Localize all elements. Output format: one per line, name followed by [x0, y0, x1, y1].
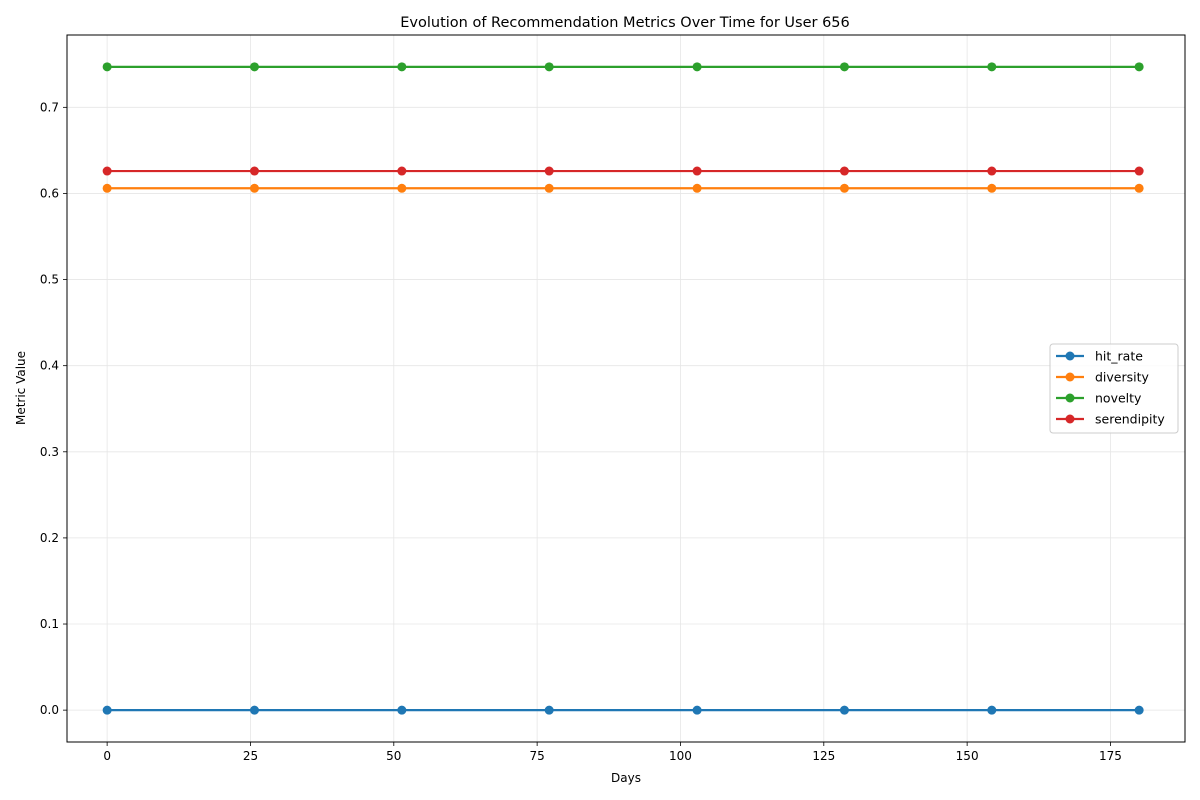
x-tick-label: 50	[386, 749, 401, 763]
data-point-novelty	[397, 62, 407, 72]
data-point-diversity	[397, 183, 407, 193]
data-point-serendipity	[839, 166, 849, 176]
y-tick-label: 0.0	[40, 703, 59, 717]
x-tick-label: 25	[243, 749, 258, 763]
data-point-hit_rate	[544, 705, 554, 715]
y-tick-label: 0.4	[40, 359, 59, 373]
series-novelty	[102, 62, 1144, 72]
legend-marker	[1065, 372, 1075, 382]
data-point-diversity	[249, 183, 259, 193]
legend-label: novelty	[1095, 391, 1142, 406]
x-tick-label: 150	[956, 749, 979, 763]
data-point-diversity	[1134, 183, 1144, 193]
x-tick-label: 175	[1099, 749, 1122, 763]
data-point-hit_rate	[692, 705, 702, 715]
data-point-hit_rate	[102, 705, 112, 715]
data-point-novelty	[249, 62, 259, 72]
legend-label: serendipity	[1095, 412, 1165, 427]
y-axis-ticks: 0.0 0.1 0.2 0.3 0.4 0.5 0.6 0.7	[40, 100, 67, 717]
legend-marker	[1065, 351, 1075, 361]
data-point-novelty	[1134, 62, 1144, 72]
x-tick-label: 125	[812, 749, 835, 763]
chart-title: Evolution of Recommendation Metrics Over…	[400, 15, 850, 31]
series-hit_rate	[102, 705, 1144, 715]
data-point-novelty	[102, 62, 112, 72]
data-point-novelty	[839, 62, 849, 72]
data-point-serendipity	[544, 166, 554, 176]
series-diversity	[102, 183, 1144, 193]
legend: hit_rate diversity novelty serendipity	[1049, 343, 1179, 434]
legend-marker	[1065, 393, 1075, 403]
data-point-diversity	[102, 183, 112, 193]
x-axis-label: Days	[611, 771, 641, 785]
data-point-serendipity	[397, 166, 407, 176]
data-point-diversity	[987, 183, 997, 193]
data-point-diversity	[544, 183, 554, 193]
data-point-serendipity	[249, 166, 259, 176]
x-tick-label: 75	[529, 749, 544, 763]
data-point-novelty	[987, 62, 997, 72]
data-point-hit_rate	[987, 705, 997, 715]
series-serendipity	[102, 166, 1144, 176]
data-point-serendipity	[1134, 166, 1144, 176]
x-tick-label: 0	[103, 749, 111, 763]
x-axis-ticks: 0 25 50 75 100 125 150 175	[103, 742, 1122, 763]
y-tick-label: 0.3	[40, 445, 59, 459]
y-tick-label: 0.5	[40, 273, 59, 287]
grid-lines	[67, 35, 1185, 742]
y-tick-label: 0.2	[40, 531, 59, 545]
series-group	[102, 62, 1144, 715]
legend-box	[1049, 343, 1179, 434]
legend-item-diversity: diversity	[1056, 370, 1150, 385]
data-point-serendipity	[987, 166, 997, 176]
y-tick-label: 0.1	[40, 617, 59, 631]
data-point-novelty	[692, 62, 702, 72]
y-axis-label: Metric Value	[14, 351, 28, 425]
data-point-hit_rate	[839, 705, 849, 715]
legend-label: diversity	[1095, 370, 1150, 385]
legend-item-serendipity: serendipity	[1056, 412, 1165, 427]
legend-marker	[1065, 414, 1075, 424]
data-point-diversity	[839, 183, 849, 193]
legend-item-hit_rate: hit_rate	[1056, 349, 1143, 364]
y-tick-label: 0.6	[40, 186, 59, 200]
data-point-serendipity	[692, 166, 702, 176]
data-point-hit_rate	[249, 705, 259, 715]
data-point-novelty	[544, 62, 554, 72]
x-tick-label: 100	[669, 749, 692, 763]
data-point-hit_rate	[397, 705, 407, 715]
data-point-hit_rate	[1134, 705, 1144, 715]
y-tick-label: 0.7	[40, 100, 59, 114]
data-point-diversity	[692, 183, 702, 193]
legend-label: hit_rate	[1095, 349, 1143, 364]
data-point-serendipity	[102, 166, 112, 176]
plot-frame	[66, 34, 1186, 743]
legend-item-novelty: novelty	[1056, 391, 1142, 406]
